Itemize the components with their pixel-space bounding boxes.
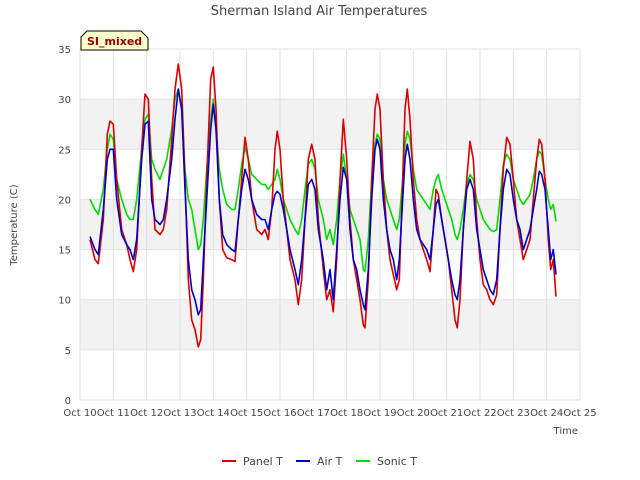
x-tick-label: Oct 22 — [463, 408, 496, 419]
site-badge-box — [80, 30, 149, 51]
y-tick-label: 30 — [58, 95, 71, 106]
legend-label-panel-t: Panel T — [243, 455, 283, 468]
legend-label-sonic-t: Sonic T — [377, 455, 417, 468]
y-axis-label: Temperature (C) — [9, 184, 20, 266]
y-tick-label: 20 — [58, 195, 71, 206]
x-tick-label: Oct 14 — [197, 408, 230, 419]
x-tick-label: Oct 20 — [397, 408, 430, 419]
grid-band — [80, 299, 580, 350]
grid-band — [80, 349, 580, 400]
site-badge: SI_mixed — [80, 30, 149, 51]
series-line-air-t — [89, 88, 557, 316]
x-tick-label: Oct 11 — [97, 408, 130, 419]
chart-title: Sherman Island Air Temperatures — [211, 4, 428, 19]
y-grid-lines — [80, 48, 580, 401]
grid-bands — [80, 49, 580, 400]
x-tick-label: Oct 19 — [363, 408, 396, 419]
y-tick-label: 10 — [58, 296, 71, 307]
x-tick-label: Oct 13 — [163, 408, 196, 419]
x-tick-label: Oct 18 — [330, 408, 363, 419]
x-tick-label: Oct 21 — [430, 408, 463, 419]
site-badge-label: SI_mixed — [87, 35, 142, 48]
y-tick-label: 5 — [65, 346, 71, 357]
series-lines — [89, 63, 557, 348]
y-tick-labels: 0 5 10 15 20 25 30 35 — [58, 45, 71, 407]
y-tick-label: 35 — [58, 45, 71, 56]
y-tick-label: 15 — [58, 246, 71, 257]
x-tick-label: Oct 25 — [563, 408, 596, 419]
x-tick-labels: Oct 10 Oct 11 Oct 12 Oct 13 Oct 14 Oct 15 Oct … — [63, 408, 596, 419]
x-tick-label: Oct 23 — [497, 408, 530, 419]
x-grid-lines — [79, 49, 581, 400]
y-tick-label: 25 — [58, 145, 71, 156]
grid-band — [80, 149, 580, 200]
x-tick-label: Oct 24 — [530, 408, 563, 419]
x-tick-label: Oct 10 — [63, 408, 96, 419]
grid-band — [80, 49, 580, 100]
x-tick-label: Oct 12 — [130, 408, 163, 419]
x-tick-label: Oct 16 — [263, 408, 296, 419]
y-tick-label: 0 — [65, 396, 71, 407]
legend: Panel T Air T Sonic T — [222, 455, 417, 468]
grid-band — [80, 99, 580, 150]
x-tick-label: Oct 15 — [230, 408, 263, 419]
x-axis-label: Time — [553, 426, 578, 437]
legend-label-air-t: Air T — [317, 455, 343, 468]
x-tick-label: Oct 17 — [297, 408, 330, 419]
